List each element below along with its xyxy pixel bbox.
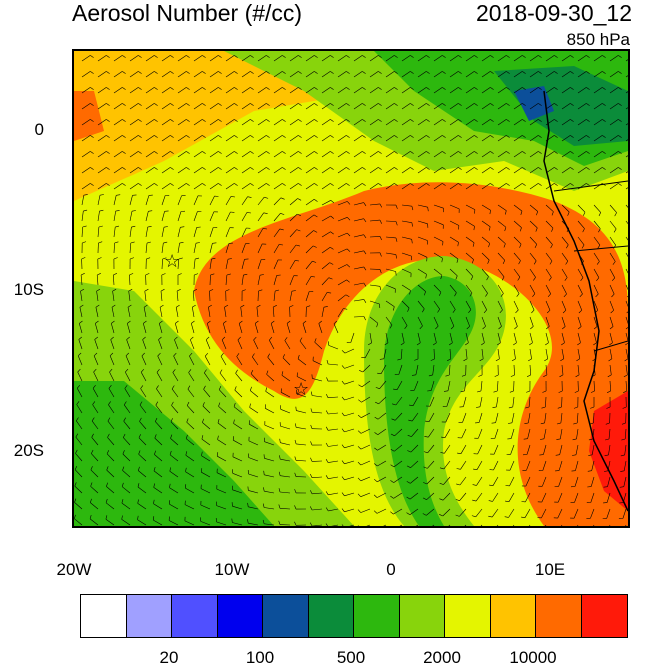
colorbar-swatch-3: [218, 595, 264, 637]
colorbar-swatch-0: [81, 595, 127, 637]
colorbar-swatch-7: [400, 595, 446, 637]
level-label: 850 hPa: [567, 30, 630, 50]
map-title: Aerosol Number (#/cc): [72, 0, 302, 27]
marker-star-2[interactable]: ☆: [293, 379, 309, 400]
colorbar-label-500: 500: [316, 648, 386, 668]
aerosol-field-svg: ☆ ☆: [74, 51, 628, 526]
y-tick-10s: 10S: [0, 280, 44, 300]
colorbar-label-100: 100: [225, 648, 295, 668]
marker-star-1[interactable]: ☆: [164, 251, 180, 272]
y-tick-0: 0: [0, 120, 44, 140]
x-tick-0: 0: [361, 560, 421, 580]
colorbar-swatch-11: [582, 595, 628, 637]
y-tick-20s: 20S: [0, 441, 44, 461]
colorbar-swatch-10: [536, 595, 582, 637]
x-tick-20w: 20W: [44, 560, 104, 580]
x-tick-10w: 10W: [202, 560, 262, 580]
colorbar-label-10000: 10000: [498, 648, 568, 668]
colorbar-swatch-8: [445, 595, 491, 637]
colorbar-swatch-5: [309, 595, 355, 637]
x-tick-10e: 10E: [520, 560, 580, 580]
colorbar-label-2000: 2000: [407, 648, 477, 668]
aerosol-map[interactable]: ☆ ☆: [72, 49, 630, 528]
colorbar-swatch-6: [354, 595, 400, 637]
colorbar-swatch-2: [172, 595, 218, 637]
colorbar-swatch-4: [263, 595, 309, 637]
colorbar-swatch-1: [127, 595, 173, 637]
colorbar-swatch-9: [491, 595, 537, 637]
datetime-label: 2018-09-30_12: [476, 0, 632, 27]
colorbar: [80, 594, 628, 638]
colorbar-label-20: 20: [134, 648, 204, 668]
